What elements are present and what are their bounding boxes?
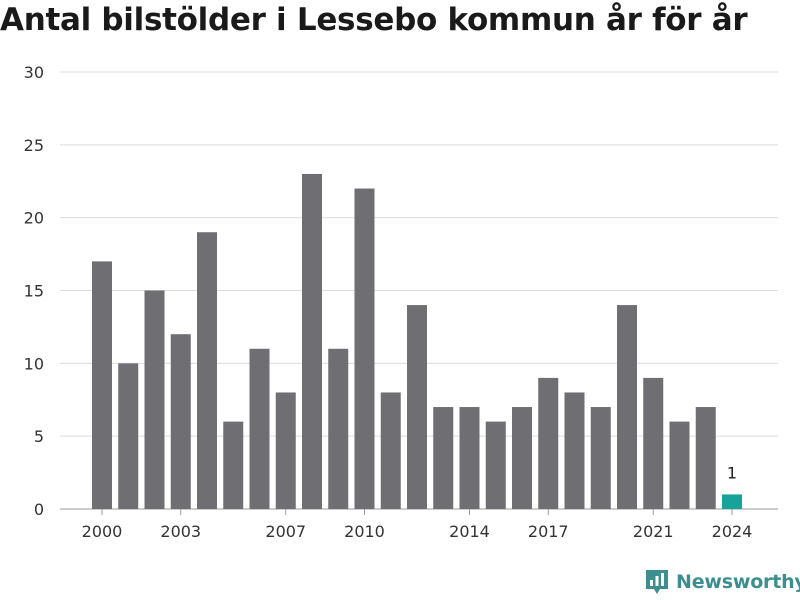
bar-2001	[118, 363, 139, 509]
y-tick-label: 20	[24, 209, 44, 228]
x-tick-label: 2007	[265, 522, 306, 541]
x-tick-label: 2017	[528, 522, 569, 541]
bar-2002	[144, 290, 165, 509]
bar-2006	[249, 348, 270, 509]
bar-2015	[485, 421, 506, 509]
bar-2018	[564, 392, 585, 509]
bar-2005	[223, 421, 244, 509]
bar-2013	[433, 407, 454, 509]
y-tick-label: 30	[24, 63, 44, 82]
bar-2023	[695, 407, 716, 509]
y-tick-label: 10	[24, 354, 44, 373]
bars	[92, 173, 742, 510]
bar-2007	[275, 392, 296, 509]
y-tick-label: 25	[24, 136, 44, 155]
y-tick-label: 0	[34, 500, 44, 519]
y-tick-label: 5	[34, 427, 44, 446]
bar-2011	[380, 392, 401, 509]
x-tick-label: 2010	[344, 522, 385, 541]
bar-2014	[459, 407, 480, 509]
bar-2020	[617, 305, 637, 509]
newsworthy-icon	[646, 570, 668, 594]
bar-2003	[170, 334, 191, 509]
x-tick-label: 2024	[712, 522, 753, 541]
data-label-2024: 1	[727, 463, 737, 482]
newsworthy-brand: Newsworthy	[676, 571, 800, 593]
y-tick-label: 15	[24, 282, 44, 301]
data-labels: 1	[727, 463, 737, 482]
bar-2021	[643, 377, 664, 509]
x-tick-label: 2000	[82, 522, 123, 541]
bar-2024	[722, 494, 742, 509]
bar-2009	[328, 348, 349, 509]
x-tick-label: 2021	[633, 522, 674, 541]
bar-2016	[512, 407, 532, 509]
x-tick-label: 2003	[160, 522, 201, 541]
x-tick-label: 2014	[449, 522, 490, 541]
bar-2019	[590, 407, 611, 509]
chart-title: Antal bilstölder i Lessebo kommun år för…	[0, 2, 748, 38]
newsworthy-logo: Newsworthy	[644, 568, 800, 596]
bar-2008	[302, 173, 322, 509]
bar-2010	[354, 188, 375, 510]
x-axis-ticks: 2000 2003 2007 2010 2014 2017 2021 2024	[82, 509, 753, 541]
bar-2000	[92, 261, 112, 509]
y-axis-ticks: 0 5 10 15 20 25 30	[24, 63, 44, 519]
bar-2004	[197, 232, 217, 509]
bar-2012	[407, 305, 427, 509]
bar-2017	[538, 377, 559, 509]
bar-2022	[669, 421, 690, 509]
